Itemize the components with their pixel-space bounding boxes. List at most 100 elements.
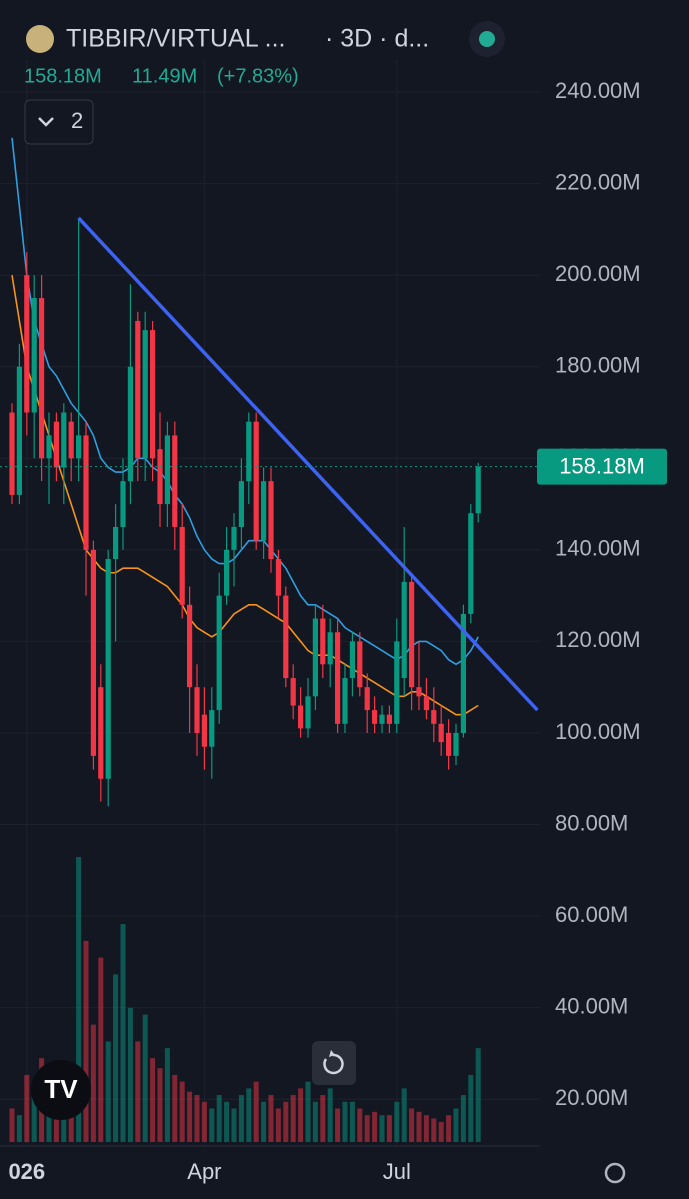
indicator-toggle[interactable]: [24, 99, 94, 145]
candle-body: [475, 466, 481, 514]
candle-body: [172, 435, 178, 527]
candle-body: [31, 298, 37, 413]
volume-bar: [290, 1095, 296, 1142]
candle-body: [431, 710, 437, 724]
candle-body: [76, 435, 82, 459]
last-price-label: 158.18M: [559, 453, 645, 478]
volume-bar: [16, 1115, 22, 1142]
candle-body: [416, 687, 422, 697]
candle-body: [268, 481, 274, 560]
volume-bar: [179, 1081, 185, 1142]
y-tick-label: 180.00M: [555, 353, 641, 378]
candle-body: [275, 559, 281, 596]
candle-body: [468, 513, 474, 614]
candle-body: [438, 723, 444, 743]
volume-bar: [386, 1115, 392, 1142]
volume-bar: [423, 1115, 429, 1142]
candle-body: [16, 366, 22, 495]
y-tick-label: 20.00M: [555, 1085, 628, 1110]
moving-average: [11, 137, 479, 666]
candle-body: [290, 678, 296, 706]
candle-body: [90, 549, 96, 756]
volume-bar: [113, 974, 119, 1142]
volume-bar: [468, 1074, 474, 1142]
volume-bar: [409, 1108, 415, 1142]
candle-body: [283, 595, 289, 679]
volume-bar: [135, 1041, 141, 1142]
candle-body: [164, 435, 170, 505]
candle-body: [453, 732, 459, 756]
symbol-icon: [26, 25, 54, 53]
candle-body: [201, 714, 207, 747]
reset-button[interactable]: [312, 1041, 356, 1085]
candle-body: [231, 526, 237, 550]
candle-body: [9, 412, 15, 495]
candle-body: [46, 435, 52, 459]
volume-bar: [312, 1101, 318, 1142]
logo[interactable]: [31, 1060, 91, 1120]
candle-body: [224, 549, 230, 596]
y-tick-label: 220.00M: [555, 169, 641, 194]
candle-body: [127, 366, 133, 482]
trendline: [77, 216, 539, 712]
volume-bar: [320, 1095, 326, 1142]
candle-body: [446, 732, 452, 756]
volume-bar: [475, 1048, 481, 1142]
candle-body: [386, 714, 392, 724]
volume-bar: [231, 1108, 237, 1142]
candle-body: [460, 613, 466, 733]
x-tick-label: Apr: [187, 1159, 221, 1184]
candle-body: [98, 687, 104, 779]
volume-bar: [105, 1041, 111, 1142]
reset-arrow: [329, 1050, 335, 1057]
y-tick-label: 120.00M: [555, 627, 641, 652]
reset-icon: [323, 1053, 344, 1075]
volume-bar: [9, 1108, 15, 1142]
volume-bar: [76, 857, 82, 1142]
volume-bar: [394, 1101, 400, 1142]
candle-body: [216, 595, 222, 711]
candle-body: [24, 275, 30, 413]
volume-bar: [83, 940, 89, 1142]
candle-body: [157, 449, 163, 505]
volume-bar: [357, 1108, 363, 1142]
volume-bar: [224, 1101, 230, 1142]
change: 11.49M: [132, 65, 197, 87]
candle-body: [209, 710, 215, 747]
x-tick-label: Jul: [383, 1159, 411, 1184]
candle-body: [298, 705, 304, 729]
settings-icon[interactable]: [604, 1162, 626, 1184]
candle-body: [68, 421, 74, 459]
candle-body: [423, 696, 429, 711]
candle-body: [39, 298, 45, 459]
volume-bar: [246, 1088, 252, 1142]
candle-body: [61, 412, 67, 468]
volume-bar: [275, 1108, 281, 1142]
volume-bar: [157, 1068, 163, 1142]
volume-bar: [438, 1121, 444, 1142]
candle-body: [253, 421, 259, 541]
candle-body: [372, 710, 378, 724]
y-tick-label: 100.00M: [555, 719, 641, 744]
volume-bar: [401, 1088, 407, 1142]
volume-bar: [238, 1095, 244, 1142]
volume-bar: [372, 1111, 378, 1142]
volume-bar: [335, 1108, 341, 1142]
volume-bar: [364, 1115, 370, 1142]
candle-body: [53, 421, 59, 468]
volume-bar: [379, 1115, 385, 1142]
volume-bar: [261, 1101, 267, 1142]
volume-bar: [298, 1088, 304, 1142]
volume-bar: [172, 1074, 178, 1142]
candle-body: [179, 526, 185, 605]
volume-bar: [446, 1115, 452, 1142]
volume-bar: [305, 1081, 311, 1142]
volume-bar: [268, 1095, 274, 1142]
volume-bar: [460, 1095, 466, 1142]
y-tick-label: 80.00M: [555, 810, 628, 835]
indicator-count: 2: [71, 108, 83, 133]
candle-body: [409, 581, 415, 688]
chevron: [38, 117, 54, 127]
